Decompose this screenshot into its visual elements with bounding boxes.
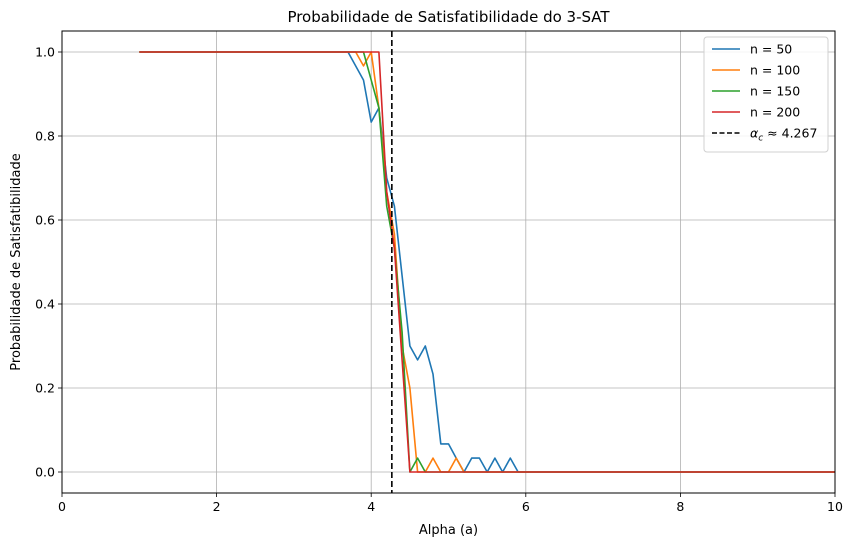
- y-tick-label: 0.6: [35, 213, 55, 228]
- legend-label: n = 150: [750, 84, 800, 99]
- chart-title: Probabilidade de Satisfatibilidade do 3-…: [287, 8, 610, 26]
- x-axis-label: Alpha (a): [419, 523, 478, 538]
- y-tick-label: 0.2: [35, 381, 55, 396]
- plot-frame: [61, 30, 836, 494]
- y-tick-label: 0.4: [35, 297, 55, 312]
- legend-box: [703, 36, 829, 153]
- x-tick-label: 6: [522, 499, 530, 514]
- series-lines: [139, 51, 835, 473]
- series-line-n50: [139, 51, 835, 473]
- y-tick-label: 0.8: [35, 129, 55, 144]
- axis-ticks: 0 2 4 6 8 10 0.0 0.2 0.4 0.6 0.8 1.0: [35, 45, 843, 515]
- legend-label: n = 100: [750, 63, 800, 78]
- x-tick-label: 2: [213, 499, 221, 514]
- y-axis-label: Probabilidade de Satisfatibilidade: [9, 153, 24, 370]
- legend-alpha-value: ≈ 4.267: [763, 126, 817, 141]
- x-tick-label: 10: [827, 499, 843, 514]
- legend: n = 50 n = 100 n = 150 n = 200 αc ≈ 4.267: [703, 36, 829, 153]
- legend-alpha-symbol: α: [750, 126, 759, 141]
- legend-label: n = 50: [750, 42, 792, 57]
- legend-label: αc ≈ 4.267: [750, 126, 817, 144]
- y-tick-label: 0.0: [35, 465, 55, 480]
- y-tick-label: 1.0: [35, 45, 55, 60]
- legend-label: n = 200: [750, 105, 800, 120]
- x-tick-label: 8: [676, 499, 684, 514]
- x-tick-label: 4: [367, 499, 375, 514]
- series-line-n200: [139, 51, 835, 473]
- series-line-n100: [139, 51, 835, 473]
- x-tick-label: 0: [58, 499, 66, 514]
- legend-alpha-subscript: c: [758, 134, 763, 144]
